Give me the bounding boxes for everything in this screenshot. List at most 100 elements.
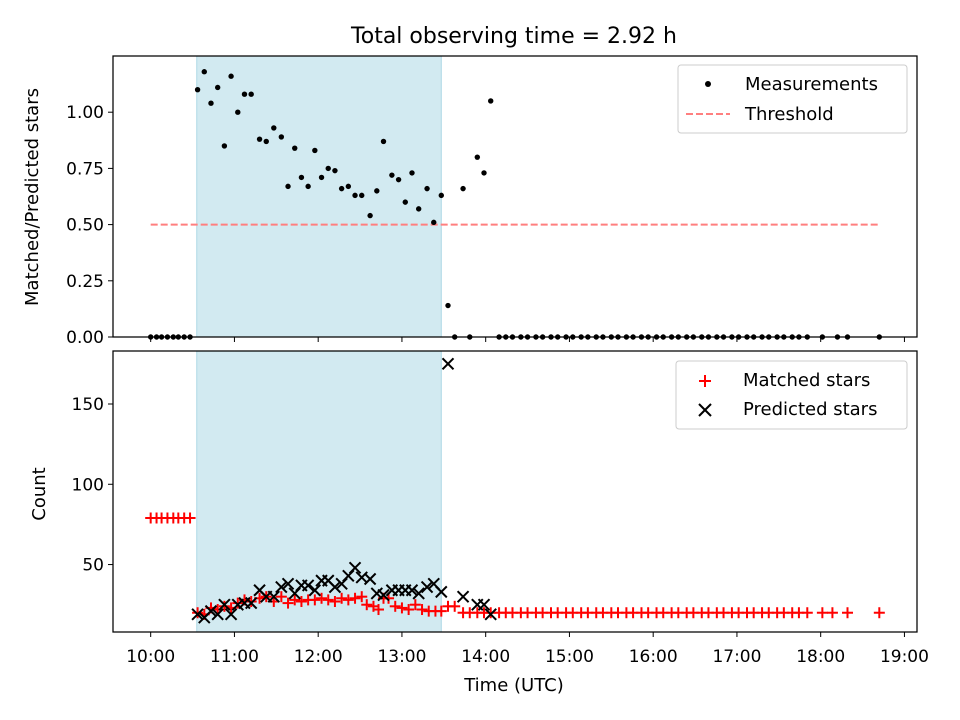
matched-stars-point xyxy=(409,599,421,611)
matched-stars-point xyxy=(416,604,428,616)
matched-stars-point xyxy=(245,595,257,607)
x-tick-label: 13:00 xyxy=(377,647,426,667)
measurement-point xyxy=(374,188,380,194)
measurement-point xyxy=(285,183,291,190)
matched-stars-point xyxy=(275,591,287,603)
measurement-point xyxy=(402,199,408,205)
measurements-panel: Total observing time = 2.92 h 0.00 0.25 0.… xyxy=(22,24,918,348)
predicted-stars-point xyxy=(363,572,377,586)
x-tick-label: 18:00 xyxy=(796,647,845,667)
predicted-stars-point xyxy=(275,580,288,594)
predicted-stars-point xyxy=(420,580,434,594)
x-axis-label: Time (UTC) xyxy=(463,675,564,696)
predicted-stars-point xyxy=(477,598,491,611)
matched-stars-point xyxy=(309,594,321,606)
observing-interval-shade xyxy=(196,55,442,338)
measurement-point xyxy=(298,174,305,181)
matched-stars-point xyxy=(449,600,461,612)
legend-threshold-label: Threshold xyxy=(744,104,834,125)
measurement-point xyxy=(305,183,311,190)
matched-stars-point xyxy=(356,591,368,603)
measurement-point xyxy=(431,219,437,226)
x-tick-label: 16:00 xyxy=(629,647,678,667)
matched-stars-point xyxy=(282,597,294,609)
y-tick-label: 100 xyxy=(72,475,104,495)
measurement-point xyxy=(208,100,214,106)
measurement-point xyxy=(389,172,395,178)
predicted-stars-point xyxy=(456,590,470,603)
measurement-point xyxy=(271,125,277,131)
matched-stars-point xyxy=(322,594,334,606)
matched-stars-point xyxy=(435,605,447,617)
x-tick-label: 10:00 xyxy=(126,647,175,667)
matched-stars-point xyxy=(816,607,828,619)
measurement-point xyxy=(424,185,430,192)
measurement-point xyxy=(263,138,269,145)
y-tick-label: 0.25 xyxy=(66,272,104,292)
y-axis-label: Matched/Predicted stars xyxy=(22,88,43,306)
legend: Measurements Threshold xyxy=(677,64,908,134)
measurement-point xyxy=(278,134,285,140)
measurement-point xyxy=(248,91,254,97)
measurement-point xyxy=(338,185,345,192)
measurement-point xyxy=(345,183,352,190)
measurement-point xyxy=(201,69,207,75)
predicted-stars-point xyxy=(435,585,448,599)
matched-stars-point xyxy=(184,512,196,524)
x-tick-label: 11:00 xyxy=(210,647,259,667)
x-tick-label: 17:00 xyxy=(712,647,761,667)
measurement-point xyxy=(292,145,298,151)
y-axis-label: Count xyxy=(29,467,50,520)
measurement-point xyxy=(214,84,221,91)
x-tick-label: 14:00 xyxy=(461,647,510,667)
matched-stars-point xyxy=(349,592,361,604)
top-axes-frame xyxy=(112,55,918,338)
measurement-point xyxy=(332,167,338,174)
matched-stars-point xyxy=(329,595,341,607)
measurement-point xyxy=(318,174,325,181)
x-tick-label: 19:00 xyxy=(880,647,929,667)
measurement-point xyxy=(488,98,494,104)
matched-stars-point xyxy=(316,592,328,604)
y-tick-label: 0.00 xyxy=(66,328,104,348)
measurement-point xyxy=(409,170,415,176)
measurement-point xyxy=(235,109,241,115)
matched-stars-point xyxy=(342,594,354,606)
bottom-axes-frame xyxy=(112,350,918,633)
x-tick-label: 15:00 xyxy=(545,647,594,667)
matched-stars-point xyxy=(873,607,885,619)
predicted-stars-point xyxy=(204,604,218,618)
y-tick-label: 150 xyxy=(72,395,104,415)
measurement-point xyxy=(194,87,201,93)
measurement-point xyxy=(359,192,365,199)
measurement-point xyxy=(481,170,487,176)
y-tick-label: 1.00 xyxy=(66,103,104,123)
matched-stars-point xyxy=(396,602,408,614)
measurement-point xyxy=(438,192,444,199)
predicted-stars-point xyxy=(301,579,315,592)
matched-stars-point xyxy=(841,607,853,619)
predicted-stars-point xyxy=(218,598,231,611)
measurement-point xyxy=(445,302,451,309)
measurement-point xyxy=(241,91,248,97)
y-tick-label: 0.50 xyxy=(66,216,104,236)
matched-stars-point xyxy=(389,600,401,612)
measurement-point xyxy=(395,176,402,183)
x-tick-label: 12:00 xyxy=(294,647,343,667)
measurement-point xyxy=(352,192,358,199)
matched-stars-point xyxy=(295,595,307,607)
measurement-point xyxy=(256,136,263,142)
measurement-point xyxy=(460,185,466,192)
matched-stars-point xyxy=(232,597,244,609)
matched-stars-point xyxy=(218,600,230,612)
predicted-stars-point xyxy=(412,587,425,600)
y-tick-label: 50 xyxy=(82,556,104,576)
predicted-stars-point xyxy=(244,596,258,610)
y-tick-label: 0.75 xyxy=(66,159,104,179)
counts-panel: 50 100 150 10:00 11:00 12:00 13:00 14:00 15:00 1… xyxy=(29,350,929,696)
legend-matched-marker xyxy=(699,375,711,387)
legend-matched-label: Matched stars xyxy=(743,370,870,391)
predicted-stars-point xyxy=(211,608,224,621)
predicted-stars-point xyxy=(484,608,497,621)
